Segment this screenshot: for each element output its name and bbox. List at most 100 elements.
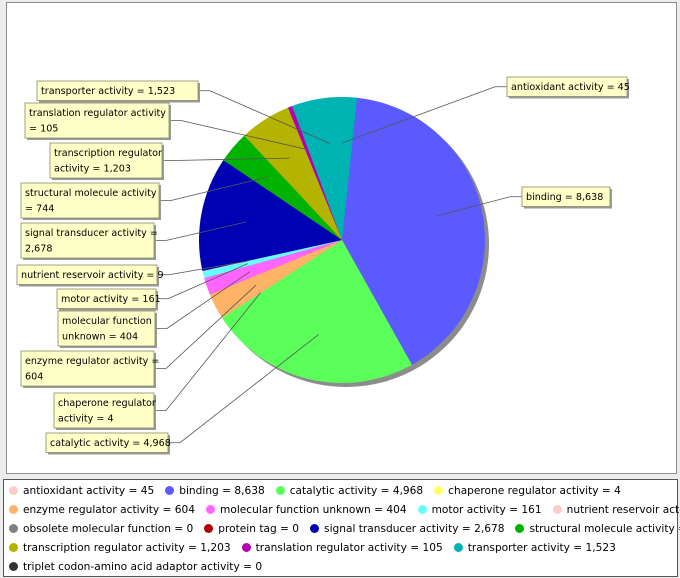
pie-slice-signal-transducer-activity [198, 160, 342, 271]
legend-label: translation regulator activity = 105 [255, 542, 443, 554]
callout-transcription-regulator-activity: transcription regulator activity = 1,203 [49, 142, 290, 180]
callout-antioxidant-activity: antioxidant activity = 45 [342, 76, 630, 144]
callout-label: binding = 8,638 [526, 192, 603, 203]
legend-label: catalytic activity = 4,968 [289, 485, 424, 497]
legend-swatch [453, 543, 463, 552]
callout-label: activity = 1,203 [54, 164, 131, 175]
callout-box [45, 432, 169, 453]
callout-box [506, 76, 628, 97]
callout-leader-line [198, 90, 330, 144]
legend-row: obsolete molecular function = 0 protein t… [6, 520, 680, 539]
legend-swatch [9, 486, 18, 495]
legend-label: protein tag = 0 [218, 523, 300, 535]
legend-label: binding = 8,638 [179, 485, 265, 497]
pie-slice-catalytic-activity [222, 240, 412, 383]
legend-swatch [9, 505, 18, 514]
legend-item-structural-molecule-activity: structural molecule activity = 744 [512, 520, 680, 539]
callout-label: chaperone regulator [58, 398, 156, 409]
callout-signal-transducer-activity: signal transducer activity = 2,678 [20, 221, 247, 260]
callout-leader-line [154, 292, 261, 411]
callout-box [20, 182, 160, 219]
legend-item-obsolete-molecular-function: obsolete molecular function = 0 [6, 520, 193, 539]
callout-leader-line [169, 120, 307, 150]
callout-box [521, 186, 611, 207]
pie-slice-binding [342, 97, 485, 365]
pie-slice-chaperone-regulator-activity [222, 240, 342, 318]
callout-leader-line [157, 260, 248, 276]
callout-label: transporter activity = 1,523 [41, 86, 175, 97]
legend-item-transporter-activity: transporter activity = 1,523 [451, 539, 616, 558]
legend-swatch [9, 524, 18, 533]
legend-label: molecular function unknown = 404 [220, 504, 407, 516]
callout-label: = 744 [25, 204, 54, 215]
legend-item-nutrient-reservoir-activity: nutrient reservoir activity = 9 [550, 501, 680, 520]
callout-label: motor activity = 161 [61, 294, 161, 305]
callout-label: activity = 4 [58, 414, 114, 425]
legend-label: transporter activity = 1,523 [467, 542, 616, 554]
callout-box [56, 288, 157, 309]
legend-swatch [552, 505, 562, 514]
legend-swatch [206, 505, 216, 514]
plot-area: antioxidant activity = 45 binding = 8,638… [6, 2, 677, 474]
legend-swatch [515, 524, 525, 533]
callout-enzyme-regulator-activity: enzyme regulator activity = 604 [20, 284, 257, 388]
pie-slice-structural-molecule-activity [223, 135, 342, 240]
legend-label: motor activity = 161 [431, 504, 542, 516]
legend-item-transcription-regulator-activity: transcription regulator activity = 1,203 [6, 539, 231, 558]
legend-label: antioxidant activity = 45 [23, 485, 155, 497]
legend-swatch [275, 486, 285, 495]
callout-label: catalytic activity = 4,968 [50, 438, 171, 449]
legend-swatch [241, 543, 251, 552]
legend-item-triplet-codon-amino-acid-adaptor-activity: triplet codon-amino acid adaptor activit… [6, 558, 262, 577]
callout-motor-activity: motor activity = 161 [56, 263, 248, 311]
legend-swatch [9, 543, 18, 552]
legend-swatch [165, 486, 175, 495]
pie-slice-transporter-activity [292, 96, 358, 240]
callout-leader-line [159, 176, 269, 201]
legend-label: transcription regulator activity = 1,203 [23, 542, 231, 554]
pie-chart: antioxidant activity = 45 binding = 8,638… [16, 76, 630, 455]
callout-molecular-function-unknown: molecular function unknown = 404 [57, 271, 251, 348]
callout-box [36, 80, 199, 101]
callout-leader-line [436, 196, 522, 217]
callout-transporter-activity: transporter activity = 1,523 [36, 80, 330, 144]
legend-label: triplet codon-amino acid adaptor activit… [23, 561, 263, 573]
callout-box [24, 102, 170, 139]
legend-item-binding: binding = 8,638 [162, 482, 265, 501]
callout-leader-line [154, 221, 247, 241]
callout-label: 2,678 [25, 244, 52, 255]
callout-label: = 105 [29, 124, 58, 135]
legend-label: obsolete molecular function = 0 [23, 523, 194, 535]
callout-catalytic-activity: catalytic activity = 4,968 [45, 334, 319, 455]
callout-box [57, 310, 156, 347]
pie-slice-enzyme-regulator-activity [209, 240, 342, 318]
legend-item-signal-transducer-activity: signal transducer activity = 2,678 [307, 520, 504, 539]
legend-label: enzyme regulator activity = 604 [23, 504, 196, 516]
legend-swatch [310, 524, 320, 533]
callout-label: enzyme regulator activity = [25, 356, 159, 367]
callout-box [20, 222, 155, 259]
callout-label: antioxidant activity = 45 [511, 82, 630, 93]
callout-translation-regulator-activity: translation regulator activity = 105 [24, 102, 307, 150]
legend-swatch [417, 505, 427, 514]
callout-leader-line [342, 86, 507, 144]
legend-label: chaperone regulator activity = 4 [448, 485, 621, 497]
callout-leader-line [168, 334, 319, 444]
legend-item-antioxidant-activity: antioxidant activity = 45 [6, 482, 154, 501]
legend-item-enzyme-regulator-activity: enzyme regulator activity = 604 [6, 501, 195, 520]
legend-swatch [434, 486, 444, 495]
callout-label: transcription regulator [54, 148, 162, 159]
legend-item-chaperone-regulator-activity: chaperone regulator activity = 4 [431, 482, 621, 501]
callout-label: signal transducer activity = [25, 228, 158, 239]
pie-slice-molecular-function-unknown [204, 240, 342, 295]
callout-chaperone-regulator-activity: chaperone regulator activity = 4 [53, 292, 261, 430]
callout-label: 604 [25, 372, 43, 383]
callout-box [49, 142, 163, 179]
legend-row: antioxidant activity = 45 binding = 8,638… [6, 482, 677, 501]
callout-leader-line [162, 157, 290, 161]
callout-label: nutrient reservoir activity = 9 [21, 270, 164, 281]
callout-binding: binding = 8,638 [436, 186, 612, 217]
callout-box [53, 392, 155, 429]
legend-item-protein-tag: protein tag = 0 [201, 520, 299, 539]
legend-swatch [204, 524, 214, 533]
